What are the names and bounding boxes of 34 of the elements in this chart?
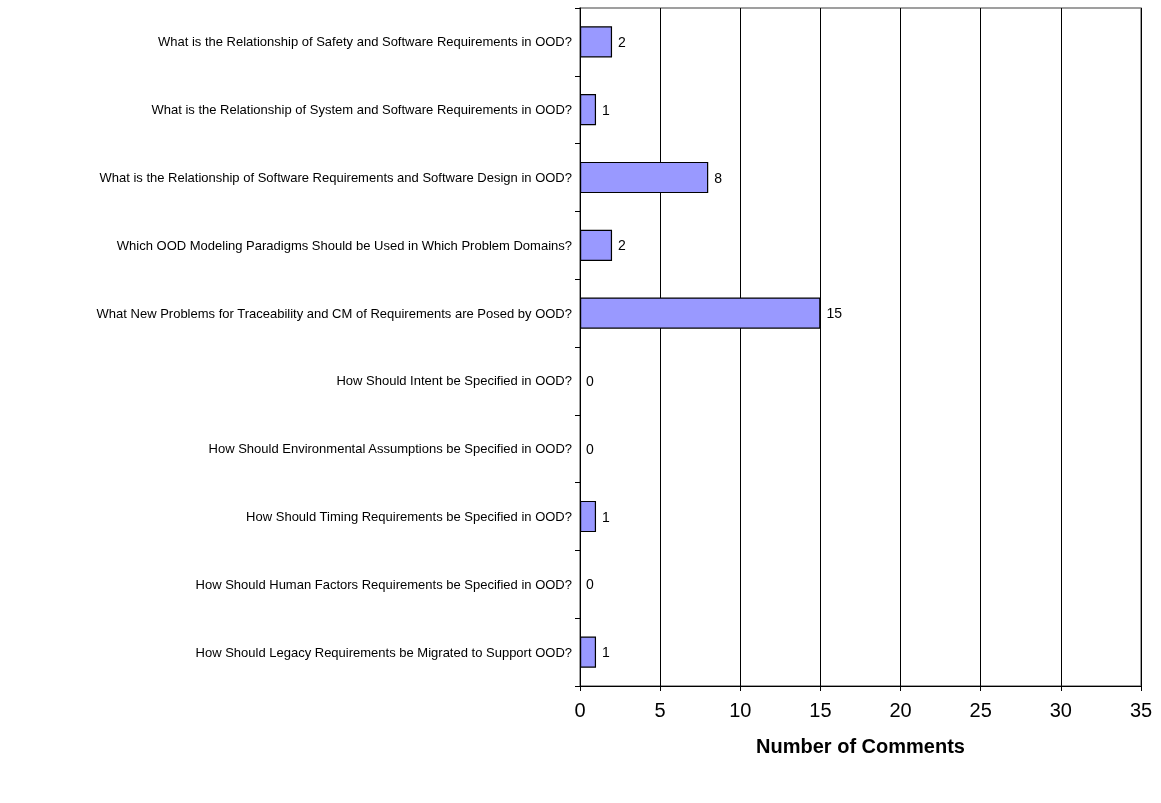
x-tick-label: 10 bbox=[729, 699, 752, 721]
x-tick-label: 0 bbox=[574, 699, 586, 721]
bar bbox=[580, 26, 613, 58]
x-tick-label: 30 bbox=[1049, 699, 1072, 721]
y-tick-label: How Should Timing Requirements be Specified in OOD? bbox=[246, 509, 572, 524]
bar bbox=[580, 636, 597, 668]
x-tick-label: 20 bbox=[889, 699, 912, 721]
data-label: 15 bbox=[826, 305, 843, 322]
x-tick-label: 35 bbox=[1129, 699, 1153, 721]
data-label: 1 bbox=[602, 101, 611, 118]
y-tick-label: What New Problems for Traceability and CM of Requirements are Posed by OOD? bbox=[96, 305, 572, 321]
y-tick-label: What is the Relationship of Safety and Software Requirements in OOD? bbox=[157, 34, 572, 50]
y-tick-label: How Should Intent be Specified in OOD? bbox=[336, 373, 572, 389]
data-label: 0 bbox=[586, 372, 594, 389]
x-tick-label: 5 bbox=[654, 699, 666, 721]
x-tick-label: 15 bbox=[809, 699, 832, 721]
data-label: 2 bbox=[618, 33, 627, 50]
data-label: 2 bbox=[618, 237, 627, 254]
bar bbox=[580, 229, 613, 261]
y-tick-label: What is the Relationship of Software Requirements and Software Design in OOD? bbox=[99, 170, 572, 185]
y-tick-label: Which OOD Modeling Paradigms Should be Used in Which Problem Domains? bbox=[116, 237, 572, 253]
y-tick-label: How Should Legacy Requirements be Migrated to Support OOD? bbox=[195, 644, 572, 660]
data-label: 0 bbox=[586, 440, 594, 457]
y-tick-label: How Should Human Factors Requirements be Specified in OOD? bbox=[195, 576, 572, 592]
data-label: 8 bbox=[714, 169, 723, 186]
x-tick-label: 25 bbox=[969, 699, 992, 721]
y-tick-label: How Should Environmental Assumptions be Specified in OOD? bbox=[208, 441, 572, 457]
data-label: 0 bbox=[586, 576, 594, 593]
x-axis-title: Number of Comments bbox=[756, 735, 965, 757]
y-tick-label: What is the Relationship of System and Software Requirements in OOD? bbox=[151, 102, 572, 118]
data-label: 1 bbox=[602, 644, 611, 661]
bar bbox=[580, 500, 597, 533]
data-label: 1 bbox=[602, 508, 611, 525]
bar bbox=[580, 94, 597, 126]
